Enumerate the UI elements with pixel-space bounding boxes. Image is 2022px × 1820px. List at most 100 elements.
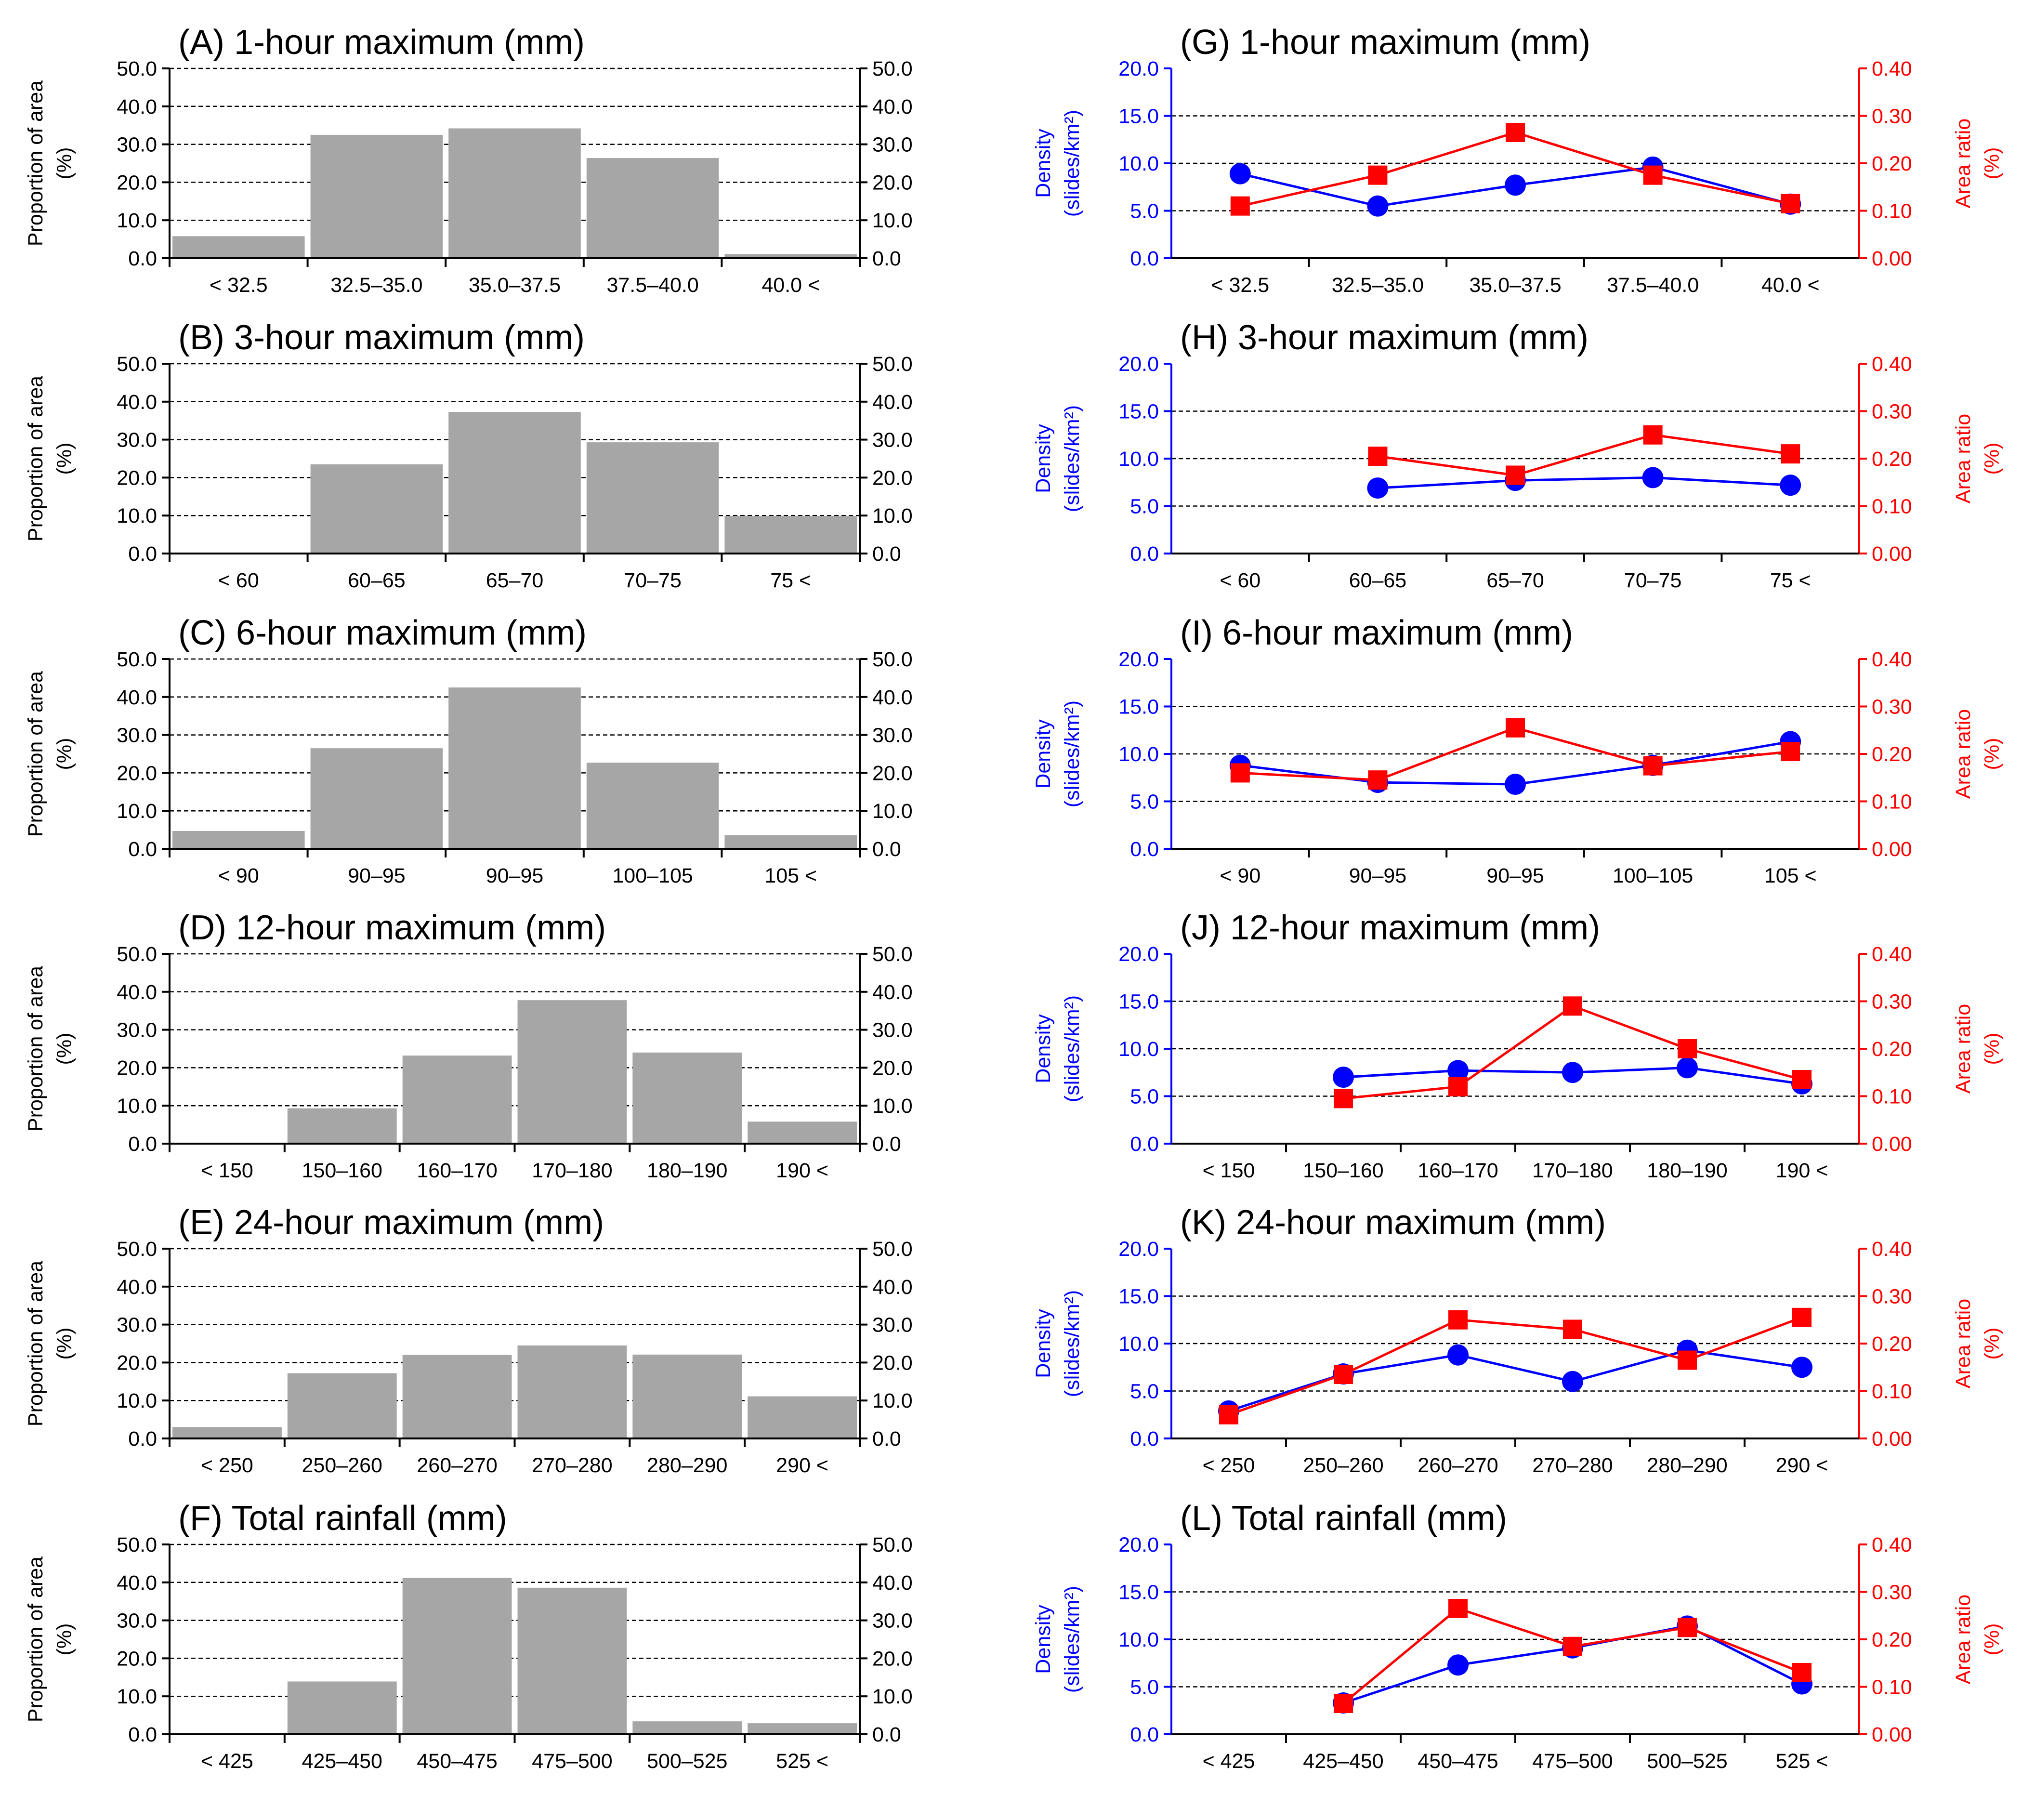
x-tick-label: 250–260 xyxy=(302,1454,382,1477)
bar-3 xyxy=(448,412,581,554)
x-tick-label: < 250 xyxy=(201,1454,253,1477)
bar-3 xyxy=(448,687,581,849)
density-point-3 xyxy=(1447,1060,1469,1081)
y-axis-title: Proportion of area xyxy=(24,376,47,541)
area-ratio-point-5 xyxy=(1678,1350,1697,1370)
area-ratio-point-5 xyxy=(1678,1039,1697,1058)
y-axis-title: Density xyxy=(1032,1014,1055,1083)
y-tick-label: 20.0 xyxy=(117,1056,157,1080)
chart-title: (I) 6-hour maximum (mm) xyxy=(1180,614,1573,652)
density-point-3 xyxy=(1505,774,1526,795)
area-ratio-point-5 xyxy=(1678,1618,1697,1637)
y-tick-label-right: 40.0 xyxy=(872,981,913,1004)
y-axis-title-unit: (%) xyxy=(53,1328,76,1360)
y-tick-label-right: 10.0 xyxy=(872,1095,913,1118)
y-tick-label: 50.0 xyxy=(117,353,157,376)
y-tick-label-right: 40.0 xyxy=(872,391,913,414)
y-tick-label-right: 0.30 xyxy=(1872,696,1912,719)
y-tick-label: 10.0 xyxy=(1118,1038,1159,1061)
y-tick-label: 10.0 xyxy=(1118,1332,1159,1356)
bar-4 xyxy=(517,1345,627,1438)
y-tick-label-right: 10.0 xyxy=(872,1685,913,1708)
x-tick-label: 100–105 xyxy=(1613,864,1693,887)
y-axis-title-unit: (slides/km²) xyxy=(1061,110,1084,217)
chart-title: (K) 24-hour maximum (mm) xyxy=(1180,1203,1606,1242)
x-tick-label: 425–450 xyxy=(1303,1750,1383,1773)
y-tick-label: 0.0 xyxy=(1130,542,1159,566)
chart-I: (I) 6-hour maximum (mm) 0.0 0.00 5.0 0.10 10.… xyxy=(1032,614,2004,887)
y-tick-label-right: 0.40 xyxy=(1872,57,1912,80)
bar-2 xyxy=(310,134,443,258)
y-tick-label: 10.0 xyxy=(117,504,157,528)
area-ratio-point-4 xyxy=(1643,756,1663,776)
y-tick-label-right: 0.30 xyxy=(1872,400,1912,423)
x-tick-label: 40.0 < xyxy=(1761,274,1820,297)
y-tick-label: 10.0 xyxy=(117,800,157,823)
chart-title: (J) 12-hour maximum (mm) xyxy=(1180,909,1600,947)
density-point-2 xyxy=(1367,195,1389,217)
y-tick-label: 20.0 xyxy=(1118,57,1159,80)
x-tick-label: 170–180 xyxy=(532,1159,612,1182)
y-axis-title-unit: (slides/km²) xyxy=(1061,700,1084,807)
y-tick-label: 40.0 xyxy=(117,686,157,709)
y-tick-label: 50.0 xyxy=(117,1533,157,1556)
y-tick-label-right: 0.0 xyxy=(872,1427,901,1451)
y-tick-label-right: 0.20 xyxy=(1872,1628,1912,1651)
y-axis-title-unit: (%) xyxy=(53,738,76,770)
area-ratio-point-1 xyxy=(1219,1405,1238,1424)
x-tick-label: < 32.5 xyxy=(1211,274,1269,297)
y-axis-title-unit: (slides/km²) xyxy=(1061,1586,1084,1693)
y-tick-label: 10.0 xyxy=(1118,448,1159,471)
bar-3 xyxy=(402,1578,512,1734)
y-tick-label: 0.0 xyxy=(128,838,157,861)
x-tick-label: 37.5–40.0 xyxy=(606,274,698,297)
area-ratio-point-2 xyxy=(1368,770,1388,790)
x-tick-label: 425–450 xyxy=(302,1750,382,1773)
y-tick-label-right: 0.0 xyxy=(872,1723,901,1746)
x-tick-label: 70–75 xyxy=(624,569,682,592)
y-tick-label-right: 10.0 xyxy=(872,800,913,823)
y-axis-title: Density xyxy=(1032,719,1055,789)
y-tick-label: 20.0 xyxy=(1118,1238,1159,1261)
area-ratio-point-2 xyxy=(1334,1365,1353,1385)
chart-E: (E) 24-hour maximum (mm) 0.0 0.0 10.0 10.0 20… xyxy=(24,1203,913,1477)
y-tick-label-right: 30.0 xyxy=(872,1314,913,1337)
y-tick-label: 0.0 xyxy=(128,1723,157,1746)
y-tick-label-right: 30.0 xyxy=(872,1019,913,1042)
bar-1 xyxy=(172,831,305,849)
density-point-3 xyxy=(1505,174,1526,196)
x-tick-label: 37.5–40.0 xyxy=(1607,274,1699,297)
y-tick-label-right: 20.0 xyxy=(872,1351,913,1374)
y-axis-title-right: Area ratio xyxy=(1952,1299,1975,1388)
y-axis-title-right: Area ratio xyxy=(1952,1004,1975,1094)
x-tick-label: 290 < xyxy=(1776,1454,1828,1477)
bar-4 xyxy=(586,763,719,849)
y-tick-label: 40.0 xyxy=(117,1276,157,1299)
y-tick-label: 10.0 xyxy=(117,1095,157,1118)
bar-6 xyxy=(748,1723,857,1734)
chart-title: (G) 1-hour maximum (mm) xyxy=(1180,23,1590,62)
area-ratio-point-3 xyxy=(1506,465,1525,485)
x-tick-label: 90–95 xyxy=(486,864,544,887)
x-tick-label: 32.5–35.0 xyxy=(330,274,422,297)
y-tick-label: 20.0 xyxy=(117,171,157,194)
x-tick-label: 270–280 xyxy=(532,1454,612,1477)
y-axis-title: Density xyxy=(1032,424,1055,493)
y-tick-label: 5.0 xyxy=(1130,791,1159,814)
area-ratio-point-2 xyxy=(1368,447,1388,466)
chart-title: (A) 1-hour maximum (mm) xyxy=(178,23,585,62)
x-tick-label: 190 < xyxy=(1776,1159,1828,1182)
area-ratio-point-4 xyxy=(1643,165,1663,185)
area-ratio-point-3 xyxy=(1448,1310,1468,1330)
x-tick-label: 525 < xyxy=(1776,1750,1828,1773)
y-tick-label: 5.0 xyxy=(1130,495,1159,518)
y-tick-label-right: 0.00 xyxy=(1872,1133,1912,1156)
y-tick-label: 10.0 xyxy=(117,209,157,232)
x-tick-label: < 32.5 xyxy=(210,274,268,297)
y-axis-title-right: Area ratio xyxy=(1952,709,1975,799)
area-ratio-point-3 xyxy=(1506,718,1525,738)
y-tick-label-right: 0.40 xyxy=(1872,648,1912,671)
area-ratio-point-2 xyxy=(1334,1089,1353,1108)
y-tick-label: 15.0 xyxy=(1118,105,1159,128)
